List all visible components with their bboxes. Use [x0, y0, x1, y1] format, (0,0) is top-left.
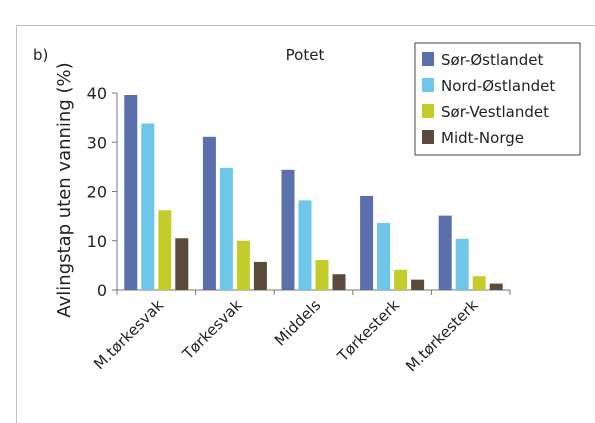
bar [455, 238, 469, 290]
bar [377, 223, 391, 290]
bar [472, 276, 486, 290]
bar [394, 269, 408, 290]
chart-title: Potet [286, 46, 325, 64]
bar [141, 123, 155, 290]
bar [219, 167, 233, 290]
x-tick-label: M.tørkesvak [90, 296, 167, 373]
x-tick-label: Tørkesvak [178, 296, 246, 364]
y-tick-label: 0 [97, 281, 107, 300]
legend-box [414, 42, 581, 156]
legend-label: Midt-Norge [441, 129, 524, 147]
y-tick-label: 10 [87, 232, 107, 251]
bar [236, 240, 250, 290]
bars [124, 94, 503, 290]
legend: Sør-Østlandet Nord-Østlandet Sør-Vestlande… [414, 42, 581, 156]
bar [332, 274, 346, 290]
x-tick-label: M.tørkesterk [402, 296, 481, 375]
y-axis-label: Avlingstap uten vanning (%) [54, 62, 75, 317]
bar [253, 261, 267, 290]
legend-label: Sør-Østlandet [441, 51, 543, 69]
bar [281, 169, 295, 290]
y-tick-label: 40 [87, 84, 107, 103]
bar [489, 283, 503, 290]
bar [124, 94, 138, 290]
legend-swatch [422, 52, 434, 66]
legend-swatch [422, 78, 434, 92]
bar [438, 215, 452, 290]
bar [315, 259, 329, 290]
y-tick-label: 30 [87, 133, 107, 152]
bar [202, 136, 216, 290]
legend-label: Nord-Østlandet [441, 77, 555, 95]
y-tick-label: 20 [87, 183, 107, 202]
chart-frame [16, 25, 595, 423]
bar [158, 210, 172, 290]
x-tick-label: Middels [271, 296, 324, 349]
legend-label: Sør-Vestlandet [441, 103, 549, 121]
legend-swatch [422, 104, 434, 118]
bar [411, 279, 425, 290]
panel-label: b) [33, 46, 48, 64]
bar [298, 200, 312, 290]
legend-swatch [422, 130, 434, 144]
bar [360, 195, 374, 290]
bar [175, 238, 189, 290]
x-tick-label: Tørkesterk [333, 296, 403, 366]
